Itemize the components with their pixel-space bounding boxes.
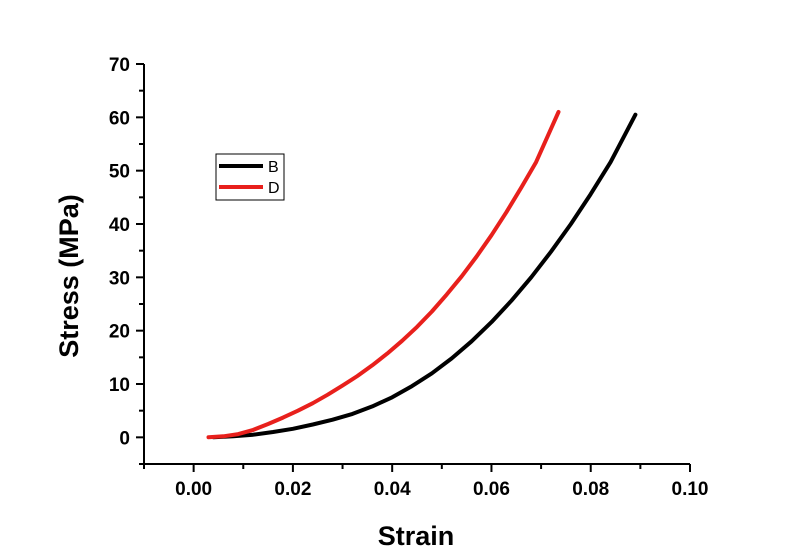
y-tick-label: 40 bbox=[109, 215, 130, 236]
x-tick-label: 0.10 bbox=[672, 479, 709, 500]
plot-area bbox=[206, 110, 638, 440]
x-tick-label: 0.06 bbox=[473, 479, 510, 500]
x-axis-title: Strain bbox=[378, 521, 455, 551]
legend-box bbox=[215, 153, 285, 201]
y-tick-label: 20 bbox=[109, 322, 130, 343]
y-tick-label: 30 bbox=[109, 268, 130, 289]
y-tick-label: 70 bbox=[109, 55, 130, 76]
series-line-d bbox=[206, 110, 561, 440]
axes: 0.00 0.02 0.04 0.06 0.08 0.10 0 10 20 30 40 50 60 70 bbox=[109, 55, 709, 500]
y-tick-label: 50 bbox=[109, 162, 130, 183]
x-tick-label: 0.04 bbox=[374, 479, 411, 500]
legend-label-d: D bbox=[268, 180, 280, 197]
legend-label-b: B bbox=[268, 159, 279, 176]
x-tick-label: 0.00 bbox=[175, 479, 212, 500]
series-line-b bbox=[211, 112, 638, 440]
x-tick-label: 0.08 bbox=[572, 479, 609, 500]
y-tick-label: 10 bbox=[109, 375, 130, 396]
legend: BD bbox=[215, 153, 285, 201]
y-axis-title: Stress (MPa) bbox=[54, 194, 84, 358]
x-tick-label: 0.02 bbox=[274, 479, 311, 500]
y-tick-label: 60 bbox=[109, 108, 130, 129]
y-tick-label: 0 bbox=[119, 428, 130, 449]
